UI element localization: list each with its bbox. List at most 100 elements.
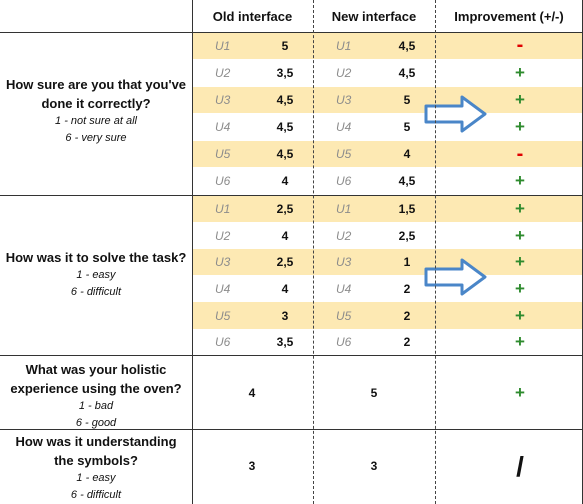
old-value: 3 (248, 459, 256, 473)
right-arrow-icon (424, 95, 487, 133)
question-2-scale-high: 6 - difficult (70, 286, 122, 298)
plus-sign: + (515, 171, 525, 190)
row-bg (192, 33, 583, 59)
question-4: How was it understanding the symbols? 1 … (0, 432, 192, 504)
divider (0, 32, 583, 33)
new-value: 3 (370, 459, 378, 473)
question-1: How sure are you that you've done it cor… (0, 75, 192, 147)
minus-sign: - (516, 33, 524, 56)
old-value: 5 (281, 39, 289, 53)
plus-sign: + (515, 90, 525, 109)
old-value: 3,5 (276, 335, 294, 349)
plus-sign: + (515, 332, 525, 351)
header-old-interface: Old interface (212, 8, 293, 24)
user-label: U5 (336, 308, 352, 323)
old-value: 3 (281, 308, 289, 323)
user-label: U2 (336, 66, 352, 80)
divider (0, 355, 583, 356)
user-label: U6 (336, 174, 352, 188)
user-label: U3 (336, 255, 352, 269)
new-value: 2 (403, 335, 411, 349)
plus-sign: + (515, 225, 525, 245)
user-label: U4 (336, 120, 352, 134)
question-4-title: How was it understanding the symbols? (15, 434, 177, 468)
new-value: 2 (403, 308, 411, 323)
row-bg (192, 249, 583, 275)
new-value: 4,5 (398, 174, 416, 188)
old-value: 2,5 (276, 255, 294, 269)
user-label: U2 (336, 228, 352, 243)
question-4-scale-high: 6 - difficult (70, 489, 122, 501)
plus-sign: + (515, 199, 525, 218)
row-bg (192, 196, 583, 222)
user-label: U4 (336, 281, 352, 296)
user-label: U4 (215, 281, 231, 296)
divider (313, 0, 314, 504)
new-value: 4,5 (398, 39, 416, 53)
user-label: U3 (215, 255, 231, 269)
user-label: U3 (336, 93, 352, 107)
question-1-scale-high: 6 - very sure (65, 132, 127, 144)
new-value: 2 (403, 281, 411, 296)
old-value: 4,5 (276, 120, 294, 134)
divider (0, 429, 583, 430)
question-4-scale-low: 1 - easy (76, 472, 116, 484)
user-label: U5 (215, 147, 231, 161)
question-1-scale-low: 1 - not sure at all (55, 115, 137, 127)
old-value: 4,5 (276, 147, 294, 161)
row-bg (192, 141, 583, 167)
user-label: U1 (215, 39, 231, 53)
question-3-title: What was your holistic experience using … (10, 362, 182, 396)
user-label: U6 (336, 335, 352, 349)
old-value: 3,5 (276, 66, 294, 80)
new-value: 5 (403, 120, 411, 134)
plus-sign: + (515, 383, 525, 402)
new-value: 4,5 (398, 66, 416, 80)
question-2: How was it to solve the task? 1 - easy 6… (0, 248, 192, 301)
plus-sign: + (515, 278, 525, 298)
question-3-scale-high: 6 - good (75, 417, 117, 429)
user-label: U1 (215, 202, 231, 216)
old-value: 4 (281, 174, 289, 188)
user-label: U3 (215, 93, 231, 107)
row-bg (192, 302, 583, 329)
new-value: 1,5 (398, 202, 416, 216)
user-label: U2 (215, 66, 231, 80)
plus-sign: + (515, 117, 525, 136)
user-label: U4 (215, 120, 231, 134)
user-label: U2 (215, 228, 231, 243)
no-change-sign: / (516, 451, 524, 482)
question-1-title: How sure are you that you've done it cor… (5, 77, 187, 111)
old-value: 4,5 (276, 93, 294, 107)
header-improvement: Improvement (+/-) (454, 8, 564, 24)
divider (435, 0, 436, 504)
user-label: U6 (215, 335, 231, 349)
question-3: What was your holistic experience using … (0, 360, 192, 432)
question-2-scale-low: 1 - easy (76, 269, 116, 281)
plus-sign: + (515, 252, 525, 271)
divider (0, 195, 583, 196)
new-value: 2,5 (398, 228, 416, 243)
old-value: 4 (281, 281, 289, 296)
user-label: U5 (215, 308, 231, 323)
new-value: 1 (403, 255, 411, 269)
divider (192, 0, 193, 504)
plus-sign: + (515, 305, 525, 325)
new-value: 5 (403, 93, 411, 107)
new-value: 4 (403, 147, 411, 161)
minus-sign: - (516, 142, 524, 165)
plus-sign: + (515, 63, 525, 82)
user-label: U5 (336, 147, 352, 161)
user-label: U1 (336, 39, 352, 53)
row-bg (192, 87, 583, 113)
old-value: 4 (248, 386, 256, 400)
new-value: 5 (370, 386, 378, 400)
header-new-interface: New interface (331, 8, 417, 24)
old-value: 4 (281, 228, 289, 243)
user-label: U6 (215, 174, 231, 188)
user-label: U1 (336, 202, 352, 216)
question-3-scale-low: 1 - bad (78, 400, 114, 412)
right-arrow-icon (424, 258, 487, 296)
old-value: 2,5 (276, 202, 294, 216)
